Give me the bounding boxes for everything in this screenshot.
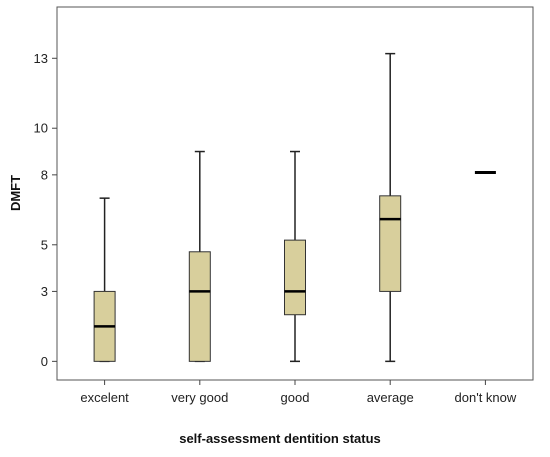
y-tick-label: 0 — [41, 354, 48, 369]
y-axis: 0 3 5 8 10 13 — [34, 51, 57, 369]
box-3 — [284, 150, 306, 363]
y-tick-label: 13 — [34, 51, 48, 66]
x-tick-label: average — [367, 390, 414, 405]
iqr-box — [284, 239, 306, 316]
box-4 — [379, 52, 402, 363]
x-tick-label: very good — [171, 390, 228, 405]
y-axis-title: DMFT — [8, 175, 23, 211]
y-tick-label: 8 — [41, 167, 48, 182]
iqr-box — [379, 195, 402, 292]
x-tick-label: excelent — [80, 390, 129, 405]
y-tick-label: 5 — [41, 237, 48, 252]
x-axis: excelent very good good average don't know — [80, 380, 517, 405]
iqr-box — [188, 251, 211, 362]
y-tick-label: 10 — [34, 121, 48, 136]
box-series — [93, 52, 496, 363]
y-tick-label: 3 — [41, 284, 48, 299]
x-tick-label: don't know — [455, 390, 517, 405]
box-2 — [188, 150, 211, 363]
x-axis-title: self-assessment dentition status — [179, 431, 381, 446]
x-tick-label: good — [281, 390, 310, 405]
box-1 — [93, 197, 116, 363]
